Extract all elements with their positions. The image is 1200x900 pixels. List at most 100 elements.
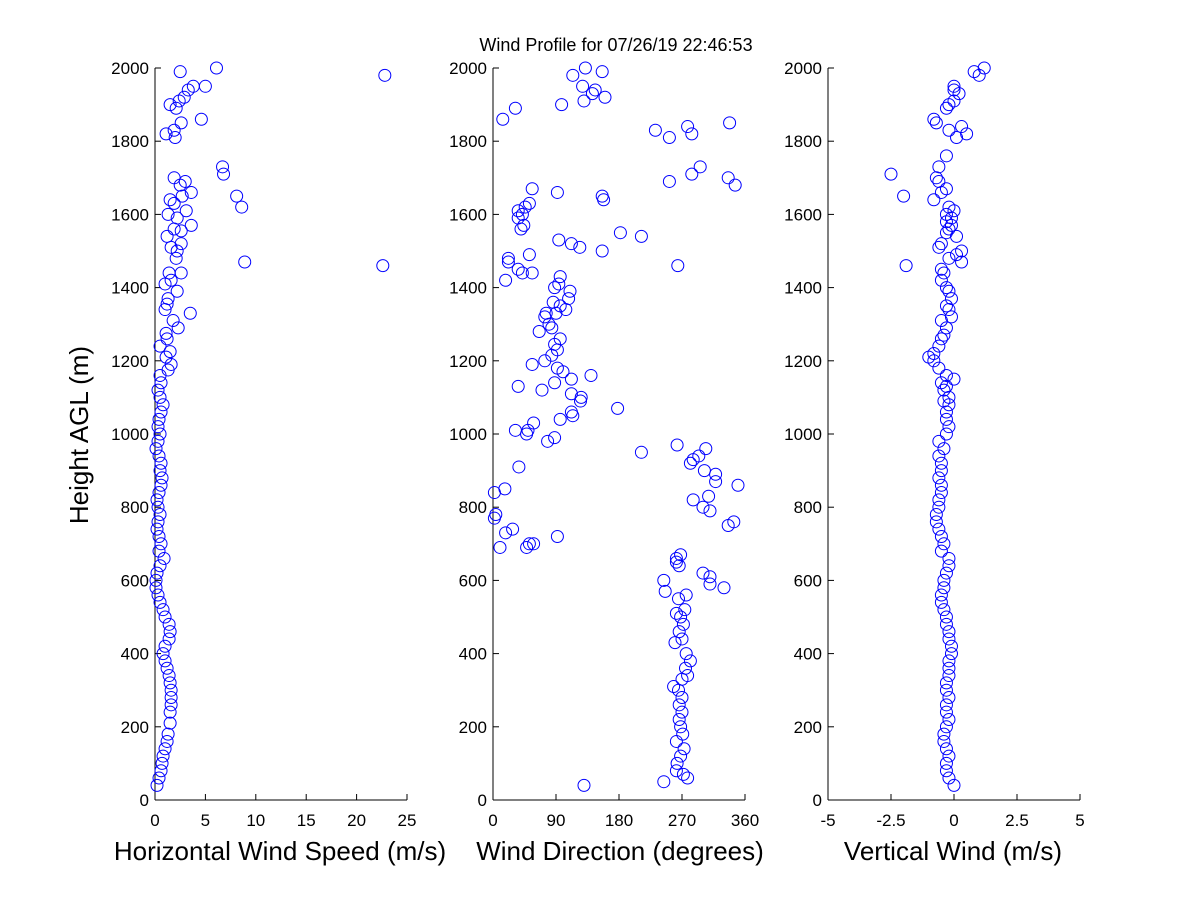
- data-point: [163, 716, 177, 730]
- data-point: [163, 625, 177, 639]
- data-point: [562, 292, 576, 306]
- data-point: [520, 540, 534, 554]
- data-point: [703, 570, 717, 584]
- data-point: [158, 654, 172, 668]
- y-tick-label: 2000: [111, 59, 149, 78]
- data-point: [934, 588, 948, 602]
- data-point: [939, 281, 953, 295]
- data-point: [662, 131, 676, 145]
- data-point: [934, 478, 948, 492]
- y-tick-label: 1400: [111, 279, 149, 298]
- data-point: [170, 211, 184, 225]
- data-point: [149, 581, 163, 595]
- y-tick-label: 800: [794, 498, 822, 517]
- data-point: [662, 174, 676, 188]
- data-point: [944, 310, 958, 324]
- data-point: [677, 742, 691, 756]
- data-point: [499, 273, 513, 287]
- data-point: [553, 299, 567, 313]
- data-point: [939, 101, 953, 115]
- data-point: [160, 734, 174, 748]
- data-point: [161, 727, 175, 741]
- data-point: [674, 720, 688, 734]
- data-point: [972, 68, 986, 82]
- data-point: [681, 669, 695, 683]
- data-point: [672, 559, 686, 573]
- data-point: [238, 255, 252, 269]
- data-point: [709, 467, 723, 481]
- data-point: [939, 226, 953, 240]
- data-point: [669, 551, 683, 565]
- y-tick-label: 1200: [784, 352, 822, 371]
- data-point: [947, 778, 961, 792]
- data-point: [932, 449, 946, 463]
- data-point: [932, 471, 946, 485]
- data-point: [939, 149, 953, 163]
- data-point: [545, 321, 559, 335]
- data-point: [721, 171, 735, 185]
- data-point: [939, 683, 953, 697]
- data-point: [676, 767, 690, 781]
- data-point: [944, 292, 958, 306]
- data-point: [152, 412, 166, 426]
- data-point: [932, 493, 946, 507]
- data-point: [929, 515, 943, 529]
- data-point: [699, 442, 713, 456]
- data-point: [934, 332, 948, 346]
- data-point: [676, 727, 690, 741]
- data-point: [161, 207, 175, 221]
- x-tick-label: 360: [731, 811, 759, 830]
- x-tick-label: -2.5: [876, 811, 905, 830]
- data-point: [685, 167, 699, 181]
- data-point: [669, 606, 683, 620]
- data-point: [155, 471, 169, 485]
- data-point: [670, 756, 684, 770]
- data-point: [162, 617, 176, 631]
- data-point: [929, 171, 943, 185]
- data-point: [934, 486, 948, 500]
- data-point: [552, 277, 566, 291]
- data-point: [937, 266, 951, 280]
- data-point: [525, 182, 539, 196]
- data-point: [170, 284, 184, 298]
- y-tick-label: 1400: [784, 279, 822, 298]
- data-point: [939, 207, 953, 221]
- data-point: [942, 691, 956, 705]
- data-point: [168, 131, 182, 145]
- data-point: [942, 559, 956, 573]
- data-point: [937, 328, 951, 342]
- data-point: [932, 160, 946, 174]
- data-point: [683, 654, 697, 668]
- data-point: [152, 449, 166, 463]
- y-axis-label: Height AGL (m): [64, 346, 94, 524]
- data-point: [703, 504, 717, 518]
- data-point: [595, 244, 609, 258]
- data-point: [550, 361, 564, 375]
- data-point: [511, 262, 525, 276]
- data-point: [697, 464, 711, 478]
- data-point: [156, 647, 170, 661]
- data-point: [674, 610, 688, 624]
- y-tick-label: 1400: [449, 279, 487, 298]
- data-point: [511, 204, 525, 218]
- data-point: [161, 292, 175, 306]
- data-point: [947, 94, 961, 108]
- data-point: [942, 749, 956, 763]
- data-point: [674, 749, 688, 763]
- data-point: [163, 345, 177, 359]
- data-point: [709, 475, 723, 489]
- data-point: [149, 442, 163, 456]
- data-point: [942, 303, 956, 317]
- y-tick-label: 1800: [111, 132, 149, 151]
- y-tick-label: 1600: [784, 205, 822, 224]
- data-point: [512, 460, 526, 474]
- data-point: [493, 540, 507, 554]
- x-tick-label: 0: [488, 811, 497, 830]
- y-tick-label: 0: [813, 791, 822, 810]
- horizontal-wind-speed-panel: Horizontal Wind Speed (m/s) 020040060080…: [111, 59, 446, 866]
- data-point: [162, 632, 176, 646]
- data-point: [235, 200, 249, 214]
- data-point: [947, 372, 961, 386]
- data-point: [183, 306, 197, 320]
- data-point: [154, 405, 168, 419]
